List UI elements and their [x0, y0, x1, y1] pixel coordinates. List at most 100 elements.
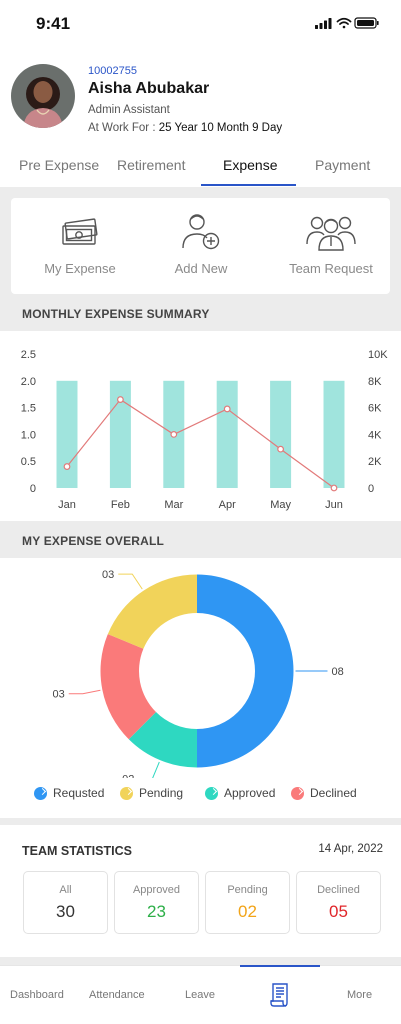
expense-overall-header: MY EXPENSE OVERALL — [0, 524, 401, 558]
legend-declined-swatch — [291, 786, 304, 800]
avatar-photo-icon — [11, 64, 75, 128]
stat-approved-value: 23 — [147, 902, 166, 921]
legend-requested: Requsted — [34, 786, 104, 800]
stat-pending-value: 02 — [238, 902, 257, 921]
nav-dashboard[interactable]: Dashboard — [10, 989, 64, 1001]
stat-pending[interactable]: Pending 02 — [205, 871, 290, 934]
expense-overall-title: MY EXPENSE OVERALL — [22, 534, 165, 548]
x-tick-label: Jan — [58, 499, 76, 511]
tab-expense[interactable]: Expense — [223, 157, 278, 173]
legend-approved-label: Approved — [224, 786, 276, 800]
legend-requested-swatch — [34, 786, 47, 800]
avatar[interactable] — [11, 64, 75, 128]
expense-tabs: Pre Expense Retirement Expense Payment — [0, 150, 401, 186]
bar — [216, 380, 238, 488]
bar — [109, 380, 131, 488]
tab-payment[interactable]: Payment — [315, 157, 371, 173]
profile-card: 10002755 Aisha Abubakar Admin Assistant … — [0, 52, 401, 187]
legend-declined-label: Declined — [310, 786, 357, 800]
line-point — [277, 445, 285, 453]
stat-declined[interactable]: Declined 05 — [296, 871, 381, 934]
team-icon — [306, 216, 356, 251]
legend-pending-label: Pending — [139, 786, 184, 800]
employee-name: Aisha Abubakar — [88, 80, 210, 97]
nav-expense[interactable] — [269, 982, 291, 1011]
legend-requested-label: Requsted — [53, 786, 105, 800]
y-left-tick-label: 1.5 — [21, 403, 36, 415]
monthly-summary-title: MONTHLY EXPENSE SUMMARY — [22, 307, 210, 321]
work-duration: At Work For : 25 Year 10 Month 9 Day — [88, 122, 282, 134]
legend-pending: Pending — [120, 786, 183, 800]
donut-slice — [128, 712, 197, 768]
stat-approved-label: Approved — [132, 884, 181, 896]
y-right-tick-label: 8K — [368, 376, 382, 388]
battery-icon — [354, 17, 379, 29]
team-request-label: Team Request — [289, 261, 373, 276]
line-point — [330, 484, 338, 492]
expense-overall-donut: 08 02 03 03 — [52, 569, 343, 785]
signal-icon — [315, 18, 332, 29]
stat-declined-value: 05 — [329, 902, 348, 921]
bar — [56, 380, 78, 488]
add-user-icon — [182, 214, 220, 250]
x-tick-label: Mar — [164, 499, 183, 511]
slice-leader-line — [118, 573, 143, 590]
money-stack-icon — [62, 218, 98, 245]
nav-more[interactable]: More — [347, 989, 373, 1001]
add-new-button[interactable]: Add New — [161, 212, 241, 276]
x-tick-label: Jun — [325, 499, 343, 511]
stat-all[interactable]: All 30 — [23, 871, 108, 934]
series-line — [66, 398, 335, 489]
line-point — [63, 463, 71, 470]
expense-overall-panel: 08 02 03 03 Requsted Pending Approved Decli… — [0, 558, 401, 818]
y-right-tick-label: 2K — [368, 456, 382, 468]
bar — [323, 380, 345, 488]
nav-leave[interactable]: Leave — [185, 989, 215, 1001]
stat-all-value: 30 — [56, 902, 75, 921]
legend-approved-swatch — [205, 786, 218, 800]
y-left-tick-label: 2.0 — [21, 376, 36, 388]
bar — [270, 380, 292, 488]
active-tab-indicator — [201, 184, 296, 186]
line-point — [170, 430, 178, 438]
work-duration-value: 25 Year 10 Month 9 Day — [158, 122, 283, 134]
y-left-tick-label: 2.5 — [21, 349, 36, 361]
monthly-summary-header: MONTHLY EXPENSE SUMMARY — [0, 297, 401, 331]
nav-attendance[interactable]: Attendance — [89, 989, 145, 1001]
x-tick-label: Feb — [111, 499, 130, 511]
slice-leader-line — [68, 689, 101, 695]
tab-pre-expense[interactable]: Pre Expense — [19, 157, 100, 173]
stat-all-label: All — [59, 884, 72, 896]
y-left-tick-label: 0.5 — [21, 456, 36, 468]
expense-receipt-icon — [270, 983, 288, 1007]
slice-data-label: 02 — [122, 774, 134, 778]
team-statistics-date: 14 Apr, 2022 — [318, 843, 383, 855]
slice-data-label: 03 — [102, 569, 114, 581]
legend-approved: Approved — [205, 786, 275, 800]
slice-leader-line — [138, 761, 160, 780]
y-left-tick-label: 1.0 — [21, 429, 36, 441]
x-tick-label: Apr — [219, 499, 236, 511]
line-point — [116, 396, 124, 403]
tab-retirement[interactable]: Retirement — [117, 157, 186, 173]
stat-approved[interactable]: Approved 23 — [114, 871, 199, 934]
y-right-tick-label: 4K — [368, 429, 382, 441]
work-duration-label: At Work For : — [88, 122, 159, 134]
legend-pending-swatch — [120, 786, 133, 800]
y-left-tick-label: 0 — [30, 483, 36, 495]
team-request-button[interactable]: Team Request — [279, 212, 383, 276]
monthly-expense-chart: 0 0.5 1.0 1.5 2.0 2.5 0 2K 4K 6K 8K 10K Jan Feb Mar Apr… — [21, 349, 389, 511]
my-expense-button[interactable]: My Expense — [29, 218, 131, 276]
donut-slice — [197, 574, 294, 768]
slice-data-label: 03 — [52, 689, 64, 701]
team-statistics-card: TEAM STATISTICS 14 Apr, 2022 All 30 Appr… — [0, 825, 401, 957]
donut-slice — [107, 574, 197, 649]
employee-role: Admin Assistant — [88, 104, 170, 116]
stat-declined-label: Declined — [317, 884, 360, 896]
bottom-navigation: Dashboard Attendance Leave More — [0, 965, 401, 1024]
status-icons — [315, 17, 379, 29]
team-statistics-title: TEAM STATISTICS — [22, 844, 132, 858]
status-bar: 9:41 — [0, 0, 401, 52]
monthly-chart-panel: 0 0.5 1.0 1.5 2.0 2.5 0 2K 4K 6K 8K 10K Jan Feb Mar Apr… — [0, 331, 401, 521]
line-point — [223, 405, 231, 413]
